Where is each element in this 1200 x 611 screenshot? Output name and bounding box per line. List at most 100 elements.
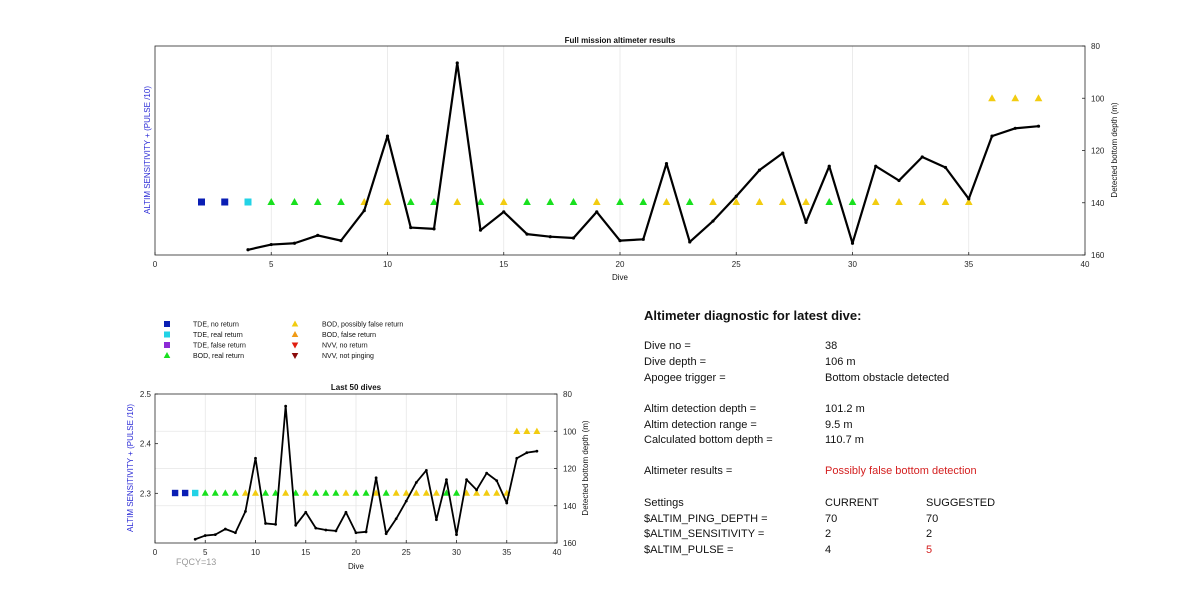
legend-marker-tde-real-return [164,331,170,338]
depth-point [850,241,855,245]
depth-point [334,529,338,533]
depth-point [734,194,738,198]
pulse-suggested: 5 [926,544,933,556]
depth-point [394,517,398,521]
depth-point [967,197,971,201]
bottom-chart-grid [155,394,557,543]
x-tick-label: 40 [553,548,562,557]
altimeter-results-label: Altimeter results = [644,465,733,477]
marker-bod-possibly-false [709,197,717,205]
x-tick-label: 0 [153,548,158,557]
y-right-tick-label: 80 [1091,42,1100,51]
marker-bod-possibly-false [453,197,462,205]
altim-detection-depth-value: 101.2 m [825,403,865,415]
depth-point [990,134,994,138]
calculated-bottom-depth-value: 110.7 m [825,434,864,446]
depth-point [354,531,358,535]
x-tick-label: 10 [383,260,392,269]
y-right-tick-label: 160 [563,539,577,548]
marker-bod-possibly-false [499,197,508,205]
x-tick-label: 0 [153,260,158,269]
marker-bod-possibly-false [871,197,880,205]
depth-point [711,219,715,223]
y-right-tick-label: 100 [1091,94,1105,103]
marker-tde-no-return [181,489,189,497]
y-right-tick-label: 120 [1091,147,1105,156]
marker-bod-possibly-false [383,197,392,205]
marker-bod-real-return [262,489,270,496]
apogee-trigger-label: Apogee trigger = [644,372,726,384]
dive-depth-value: 106 m [825,356,856,368]
depth-point [455,533,458,537]
x-tick-label: 30 [848,260,857,269]
diagnostic-title: Altimeter diagnostic for latest dive: [644,308,862,323]
marker-bod-possibly-false [432,489,440,496]
bottom-chart-yticks-left: 2.3 2.4 2.5 [140,390,158,498]
legend-marker-tde-no-return [164,321,170,327]
top-chart-yticks-right: 80 100 120 140 160 [1082,42,1105,260]
marker-bod-real-return [825,197,834,205]
depth-point [920,155,924,159]
depth-point [478,228,483,232]
depth-point [424,468,428,472]
depth-point [324,528,328,532]
marker-bod-possibly-false [592,197,601,205]
legend-label: NVV, no return [322,343,368,350]
marker-bod-possibly-false [392,489,400,496]
depth-point [874,164,878,168]
depth-point [475,488,478,492]
depth-point [827,164,831,168]
depth-point [246,248,250,252]
marker-bod-possibly-false [342,489,350,496]
marker-tde-real-return [244,198,252,206]
marker-bod-real-return [452,489,461,496]
depth-point [495,479,499,483]
depth-point [316,233,320,238]
marker-bod-real-return [221,489,229,496]
legend-marker-nvv-not-pinging [291,352,299,359]
marker-bod-real-return [616,197,624,205]
marker-bod-real-return [267,197,276,205]
marker-bod-possibly-false [241,489,249,496]
depth-point [502,210,506,214]
marker-bod-real-return [546,197,555,205]
marker-bod-possibly-false [802,197,810,205]
x-tick-label: 20 [616,260,625,269]
altim-detection-depth-label: Altim detection depth = [644,403,757,415]
y-right-tick-label: 100 [563,427,577,436]
depth-point [571,236,576,240]
marker-bod-possibly-false [483,489,491,496]
depth-point [314,526,318,530]
x-tick-label: 5 [269,260,274,269]
depth-point [943,165,948,170]
y-right-tick-label: 80 [563,390,572,399]
marker-bod-possibly-false [533,427,541,434]
bottom-chart-ylabel-left: ALTIM SENSITIVITY + (PULSE /10) [126,404,135,532]
marker-bod-possibly-false [662,197,671,205]
x-tick-label: 25 [732,260,741,269]
depth-point [535,449,539,453]
y-right-tick-label: 140 [1091,199,1105,208]
sensitivity-current: 2 [825,528,832,540]
depth-point [284,404,288,408]
ping-depth-label: $ALTIM_PING_DEPTH = [644,513,768,525]
depth-point [618,239,622,243]
altimeter-results-value: Possibly false bottom detection [825,465,977,477]
marker-bod-real-return [201,489,209,496]
marker-bod-real-return [848,197,857,205]
marker-bod-real-return [313,197,322,205]
marker-bod-real-return [231,489,239,496]
marker-bod-real-return [362,489,370,496]
depth-point [688,240,692,244]
depth-point [897,178,901,183]
top-chart-title: Full mission altimeter results [565,36,676,45]
marker-tde-no-return [221,198,229,206]
depth-point [1036,124,1041,128]
marker-bod-possibly-false [422,489,430,496]
ping-depth-current: 70 [825,513,838,525]
depth-point [432,227,436,231]
depth-point [515,456,519,460]
marker-bod-possibly-false [251,489,260,496]
marker-bod-possibly-false [302,489,310,496]
